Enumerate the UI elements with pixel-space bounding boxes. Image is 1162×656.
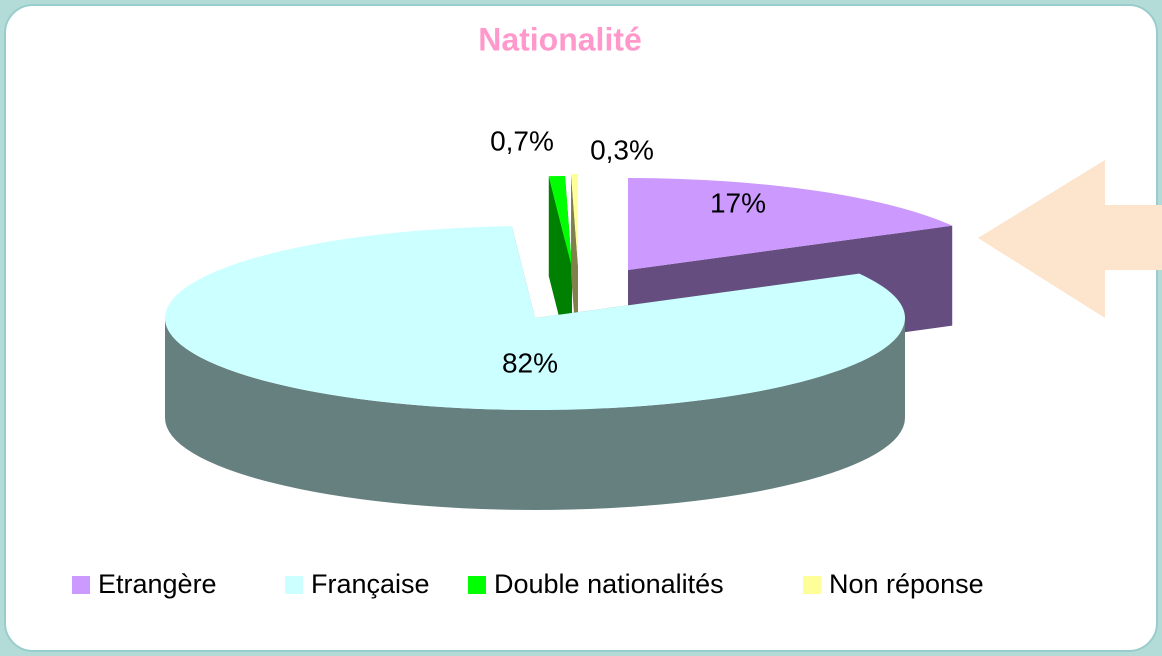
slice xyxy=(628,178,953,270)
legend-swatch xyxy=(285,576,303,594)
pie: 17% 82% 0,7% 0,3% xyxy=(165,125,953,510)
legend-label: Française xyxy=(311,569,430,599)
legend: Etrangère Française Double nationalités Non… xyxy=(72,569,984,599)
slice xyxy=(571,174,578,266)
arrow xyxy=(978,160,1162,318)
data-label: 0,3% xyxy=(590,134,654,165)
legend-label: Etrangère xyxy=(98,569,217,599)
data-label: 82% xyxy=(502,347,558,378)
legend-label: Double nationalités xyxy=(494,569,724,599)
slice xyxy=(165,226,905,410)
slice xyxy=(548,176,572,268)
data-label: 0,7% xyxy=(490,125,554,156)
legend-swatch xyxy=(803,576,821,594)
legend-label: Non réponse xyxy=(829,569,984,599)
slice-wall xyxy=(165,318,905,510)
data-label: 17% xyxy=(710,187,766,218)
legend-swatch xyxy=(72,576,90,594)
legend-swatch xyxy=(468,576,486,594)
chart-title: Nationalité xyxy=(478,21,642,57)
